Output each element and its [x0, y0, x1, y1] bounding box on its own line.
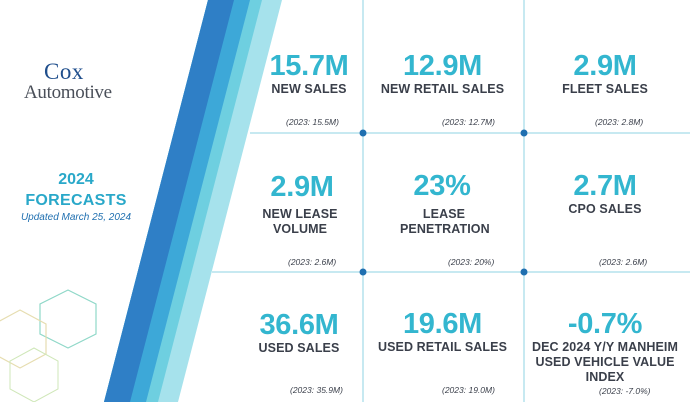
forecast-updated-date: Updated March 25, 2024 — [20, 212, 132, 223]
metric-new-sales: 15.7M NEW SALES (2023: 15.5M) — [226, 0, 386, 133]
metric-prior-year: (2023: 20%) — [448, 257, 495, 267]
metric-prior-year: (2023: 2.6M) — [288, 257, 337, 267]
metric-label: CPO SALES — [568, 202, 642, 216]
metric-prior-year: (2023: 15.5M) — [286, 117, 339, 127]
metric-prior-year: (2023: 2.8M) — [595, 117, 644, 127]
metric-label: DEC 2024 Y/Y MANHEIM USED VEHICLE VALUE … — [531, 340, 679, 384]
metric-value: -0.7% — [567, 308, 643, 340]
metric-value: 19.6M — [402, 308, 483, 340]
metric-label: NEW LEASE VOLUME — [262, 207, 338, 236]
hexagon-shape — [9, 347, 59, 402]
forecast-title: FORECASTS — [25, 192, 127, 209]
metric-lease-penetration: 23% LEASE PENETRATION (2023: 20%) — [362, 134, 522, 272]
metric-used-retail-sales: 19.6M USED RETAIL SALES (2023: 19.0M) — [364, 273, 524, 402]
hexagon-decoration — [0, 289, 97, 402]
metric-label: NEW SALES — [271, 82, 347, 96]
metric-value: 23% — [413, 170, 471, 202]
stripe-blue — [104, 0, 234, 402]
metric-value: 15.7M — [269, 50, 349, 82]
logo-line-automotive: Automotive — [24, 82, 112, 103]
metric-prior-year: (2023: 12.7M) — [442, 117, 495, 127]
forecast-year: 2024 — [58, 171, 94, 188]
metric-prior-year: (2023: 2.6M) — [599, 257, 648, 267]
metric-new-retail-sales: 12.9M NEW RETAIL SALES (2023: 12.7M) — [364, 0, 524, 133]
logo-line-cox: Cox — [44, 59, 84, 84]
metric-label: USED SALES — [258, 341, 340, 355]
grid-junction-dot — [520, 129, 528, 137]
metric-value: 2.7M — [573, 170, 637, 202]
metric-label: LEASE PENETRATION — [400, 207, 490, 236]
metric-value: 12.9M — [402, 50, 483, 82]
grid-junction-dot — [520, 268, 528, 276]
metric-prior-year: (2023: -7.0%) — [599, 386, 651, 396]
metric-fleet-sales: 2.9M FLEET SALES (2023: 2.8M) — [525, 0, 685, 133]
metric-label: NEW RETAIL SALES — [380, 82, 505, 96]
metric-manheim-index: -0.7% DEC 2024 Y/Y MANHEIM USED VEHICLE … — [525, 273, 685, 402]
metric-label: FLEET SALES — [562, 82, 648, 96]
grid-junction-dot — [359, 129, 367, 137]
hexagon-shape — [0, 309, 47, 369]
metric-prior-year: (2023: 19.0M) — [442, 385, 495, 395]
metric-used-sales: 36.6M USED SALES (2023: 35.9M) — [214, 273, 374, 402]
metric-label: USED RETAIL SALES — [377, 340, 508, 354]
metric-cpo-sales: 2.7M CPO SALES (2023: 2.6M) — [525, 134, 685, 272]
metric-new-lease-volume: 2.9M NEW LEASE VOLUME (2023: 2.6M) — [220, 134, 380, 272]
hexagon-shape — [39, 289, 97, 349]
metric-prior-year: (2023: 35.9M) — [290, 385, 343, 395]
grid-junction-dot — [359, 268, 367, 276]
metric-value: 2.9M — [573, 50, 637, 82]
metric-value: 36.6M — [259, 309, 339, 341]
metric-value: 2.9M — [270, 171, 334, 203]
